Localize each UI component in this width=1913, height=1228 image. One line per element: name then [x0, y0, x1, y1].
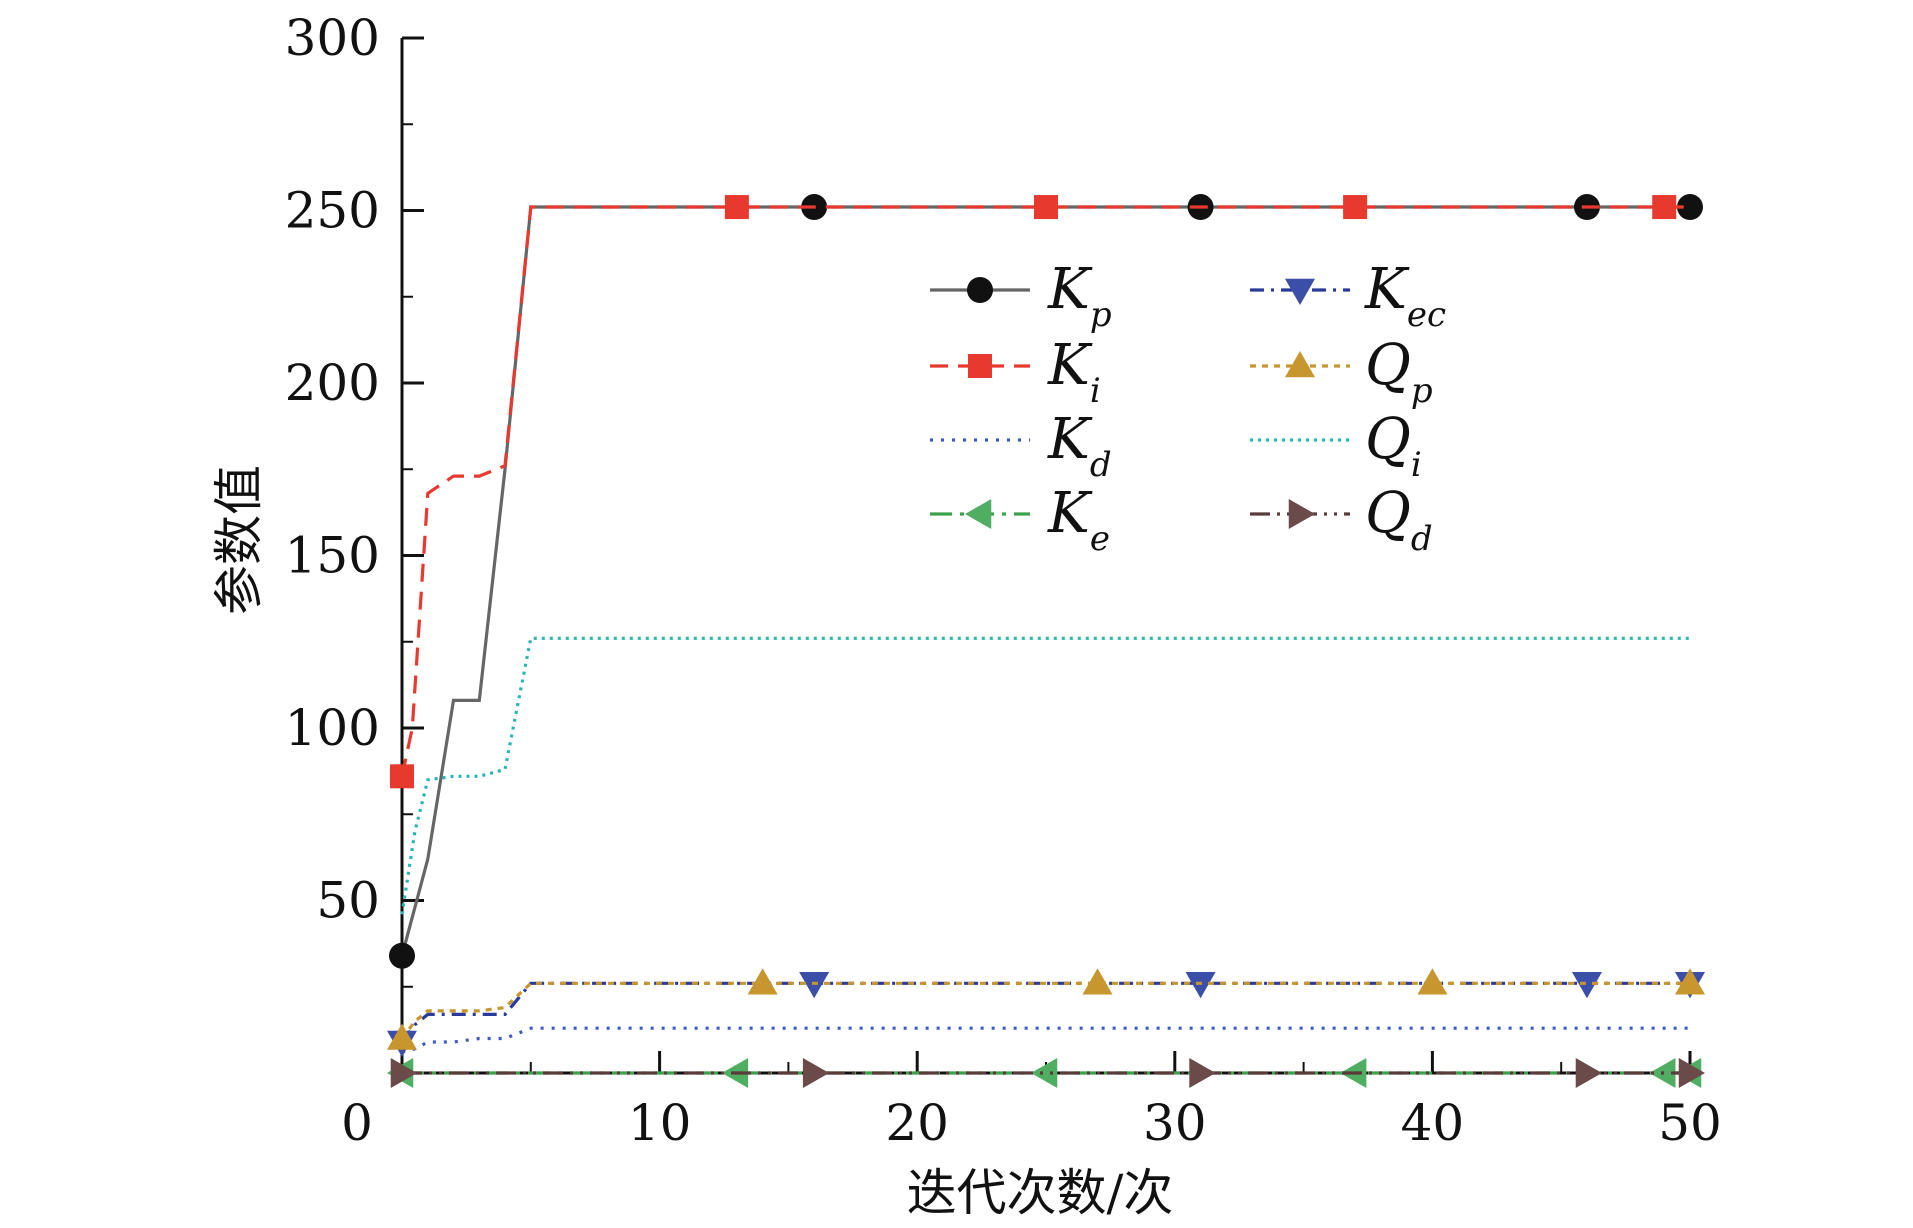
legend-label-ki: Ki: [1047, 333, 1101, 411]
series-qd-point: [390, 1058, 417, 1088]
y-axis-title: 参数值: [210, 465, 268, 615]
legend-item-qi: Qi: [1250, 407, 1422, 485]
series-kp-point: [1677, 194, 1703, 221]
legend-item-ke: Ke: [930, 481, 1110, 559]
legend-marker-qd: [1288, 499, 1315, 529]
y-tick-label: 50: [316, 872, 380, 930]
series-ki-point: [724, 195, 749, 220]
legend-label-qi: Qi: [1365, 407, 1422, 485]
series-ki-point: [1034, 195, 1058, 220]
y-tick-label: 300: [285, 9, 380, 67]
x-tick-label: 0: [341, 1094, 373, 1152]
series-ki-point: [390, 764, 414, 789]
y-tick-label: 200: [285, 354, 380, 412]
y-tick-label: 100: [285, 699, 380, 757]
legend-item-qp: Qp: [1250, 333, 1433, 411]
series-qd-point: [1189, 1058, 1216, 1088]
series-qi-line: [400, 636, 1690, 915]
series-kp-line: [400, 205, 1690, 957]
series-qp-point: [1082, 968, 1113, 995]
series-qp-line: [400, 981, 1690, 1040]
x-axis-title: 迭代次数/次: [907, 1164, 1174, 1222]
series-qd-point: [1678, 1058, 1705, 1088]
series-layer: [387, 194, 1705, 1088]
series-kp-point: [389, 942, 415, 969]
x-tick-label: 30: [1143, 1094, 1207, 1152]
series-qp-point: [1417, 968, 1448, 995]
series-ke-point: [1031, 1058, 1058, 1088]
y-tick-label: 150: [285, 527, 380, 585]
legend-item-kec: Kec: [1250, 257, 1446, 335]
legend-label-ke: Ke: [1047, 481, 1110, 559]
legend-label-qp: Qp: [1365, 333, 1433, 411]
legend-label-qd: Qd: [1365, 481, 1433, 559]
x-tick-label: 10: [628, 1094, 692, 1152]
legend-marker-ki: [968, 354, 992, 378]
series-kd-line: [401, 1026, 1690, 1054]
series-qd: [390, 1058, 1705, 1088]
y-tick-label: 250: [285, 182, 380, 240]
series-kec-line: [400, 981, 1690, 1043]
legend-marker-kp: [967, 277, 993, 303]
series-ki-point: [1652, 195, 1677, 220]
legend-item-qd: Qd: [1250, 481, 1433, 559]
x-tick-label: 20: [885, 1094, 949, 1152]
legend-item-ki: Ki: [930, 333, 1101, 411]
series-kd: [401, 1026, 1690, 1054]
x-tick-label: 50: [1658, 1094, 1722, 1152]
series-ki-line: [400, 205, 1690, 777]
series-kec-point: [799, 972, 830, 999]
legend-label-kd: Kd: [1047, 407, 1112, 485]
legend-marker-kec: [1285, 278, 1315, 305]
series-qp: [387, 968, 1705, 1050]
series-ki-point: [1343, 195, 1368, 220]
legend-label-kp: Kp: [1047, 257, 1112, 335]
series-qi: [400, 636, 1690, 915]
legend-marker-ke: [965, 499, 992, 529]
x-tick-label: 40: [1401, 1094, 1465, 1152]
series-qd-point: [1575, 1058, 1602, 1088]
series-kp: [389, 194, 1703, 969]
series-qp-point: [387, 1023, 417, 1050]
legend-item-kp: Kp: [930, 257, 1112, 335]
series-ke: [387, 1058, 1702, 1088]
series-kec-point: [1185, 972, 1216, 999]
series-ki: [390, 195, 1690, 789]
series-qp-point: [1675, 968, 1705, 995]
legend-item-kd: Kd: [930, 407, 1112, 485]
series-qd-point: [802, 1058, 830, 1088]
series-kec-point: [1571, 972, 1602, 999]
axes: 50 100 150 200 250 300 0 10 20 30 40 50: [285, 9, 1722, 1152]
legend-label-kec: Kec: [1364, 257, 1446, 335]
series-qp-point: [747, 968, 778, 995]
legend-marker-qp: [1285, 351, 1315, 378]
